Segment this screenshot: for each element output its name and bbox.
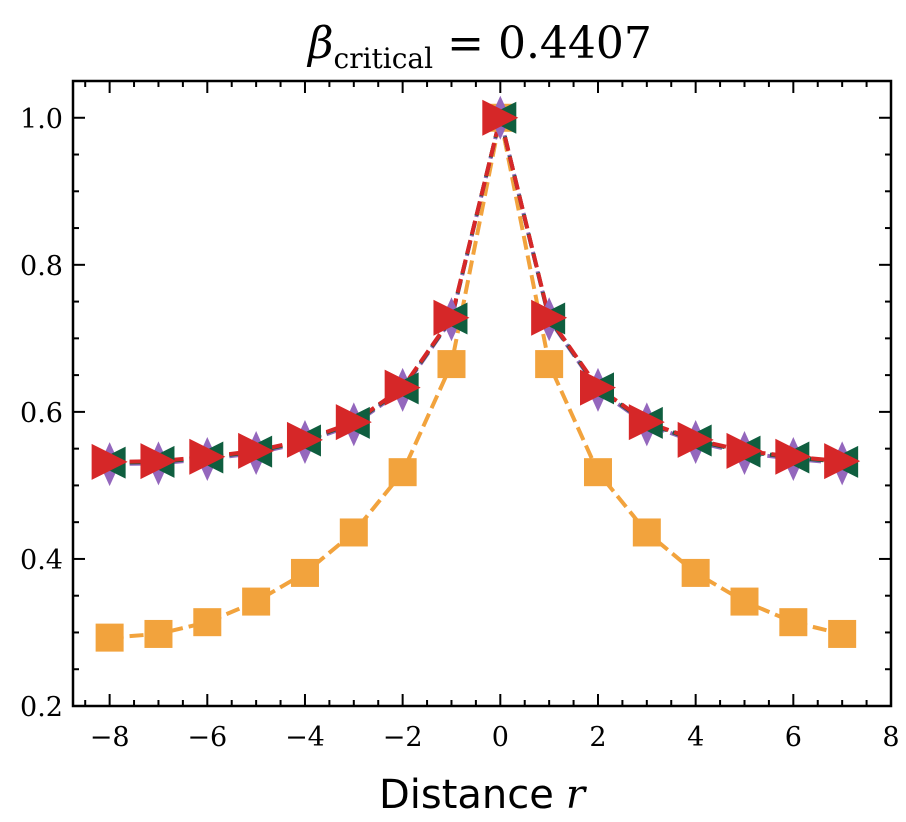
data-point-triangle-right [482,99,519,136]
x-axis-label-text: Distance [379,772,554,818]
data-point-triangle-right [189,438,226,475]
series-orange-squares-line [109,115,843,640]
axes-frame [71,79,893,708]
title-equals: = [447,18,484,69]
series-orange-squares-line-group [109,115,843,640]
data-point-triangle-right [531,299,568,336]
x-axis-label-variable: r [566,772,588,818]
data-point-square [632,518,661,547]
data-point-square [437,350,466,379]
data-point-triangle-right [775,438,812,475]
data-point-square [779,608,808,637]
plot-area [91,95,861,652]
y-ticks: 0.2 0.4 0.6 0.8 1.0 [20,80,891,723]
series-red-right-triangles-line-group [109,115,843,464]
series-green-left-triangles-markers [93,101,859,479]
data-point-square [730,587,759,616]
data-point-square [583,458,612,487]
data-point-square [144,619,173,648]
data-point-square [535,350,564,379]
data-point-square [290,558,319,587]
x-tick-label: 2 [589,722,606,753]
x-tick-label: 4 [687,722,704,753]
y-tick-label: 0.2 [20,692,63,723]
series-green-left-triangles-line [109,115,843,465]
data-point-triangle-right [140,443,177,480]
data-point-square [681,558,710,587]
x-tick-label: 8 [882,722,899,753]
data-point-triangle-right [579,369,616,406]
title-subscript: critical [334,42,434,75]
data-point-square [242,587,271,616]
series-purple-diamonds-line-group [109,115,843,467]
title-symbol: β [306,18,333,69]
y-tick-label: 0.8 [20,251,63,282]
x-tick-label: 6 [785,722,802,753]
data-point-square [388,458,417,487]
x-tick-label: −2 [383,722,423,753]
data-point-square [193,608,222,637]
x-tick-label: −4 [285,722,325,753]
data-point-triangle-right [726,432,763,469]
title-value: 0.4407 [498,18,652,69]
x-tick-label: 0 [492,722,509,753]
data-point-triangle-right [433,299,470,336]
data-point-square [95,623,124,652]
series-red-right-triangles-line [109,115,843,464]
data-point-square [828,619,857,648]
x-axis-label: Distance r [379,772,588,818]
y-tick-label: 0.4 [20,545,63,576]
x-ticks: −8 −6 −4 −2 0 2 4 6 8 [84,81,900,753]
series-purple-diamonds-line [109,115,843,467]
y-tick-label: 0.6 [20,398,63,429]
series-purple-diamonds-markers [99,95,853,487]
x-tick-label: −6 [187,722,227,753]
data-point-triangle-right [677,421,714,458]
data-point-square [339,518,368,547]
series-green-left-triangles-line-group [109,115,843,465]
series-orange-squares-markers [95,103,857,652]
data-point-triangle-right [628,404,665,441]
chart-title: βcritical = 0.4407 [306,18,652,75]
series-red-right-triangles-markers [91,99,861,480]
data-point-triangle-right [238,432,275,469]
data-point-triangle-right [384,369,421,406]
series-layer [91,95,861,652]
x-tick-label: −8 [90,722,130,753]
data-point-triangle-right [91,443,128,480]
axes: −8 −6 −4 −2 0 2 4 6 8 0.2 0.4 0.6 0.8 1.0 [20,79,900,753]
data-point-triangle-right [286,421,323,458]
y-tick-label: 1.0 [20,104,63,135]
data-point-triangle-right [824,443,861,480]
data-point-triangle-right [335,404,372,441]
